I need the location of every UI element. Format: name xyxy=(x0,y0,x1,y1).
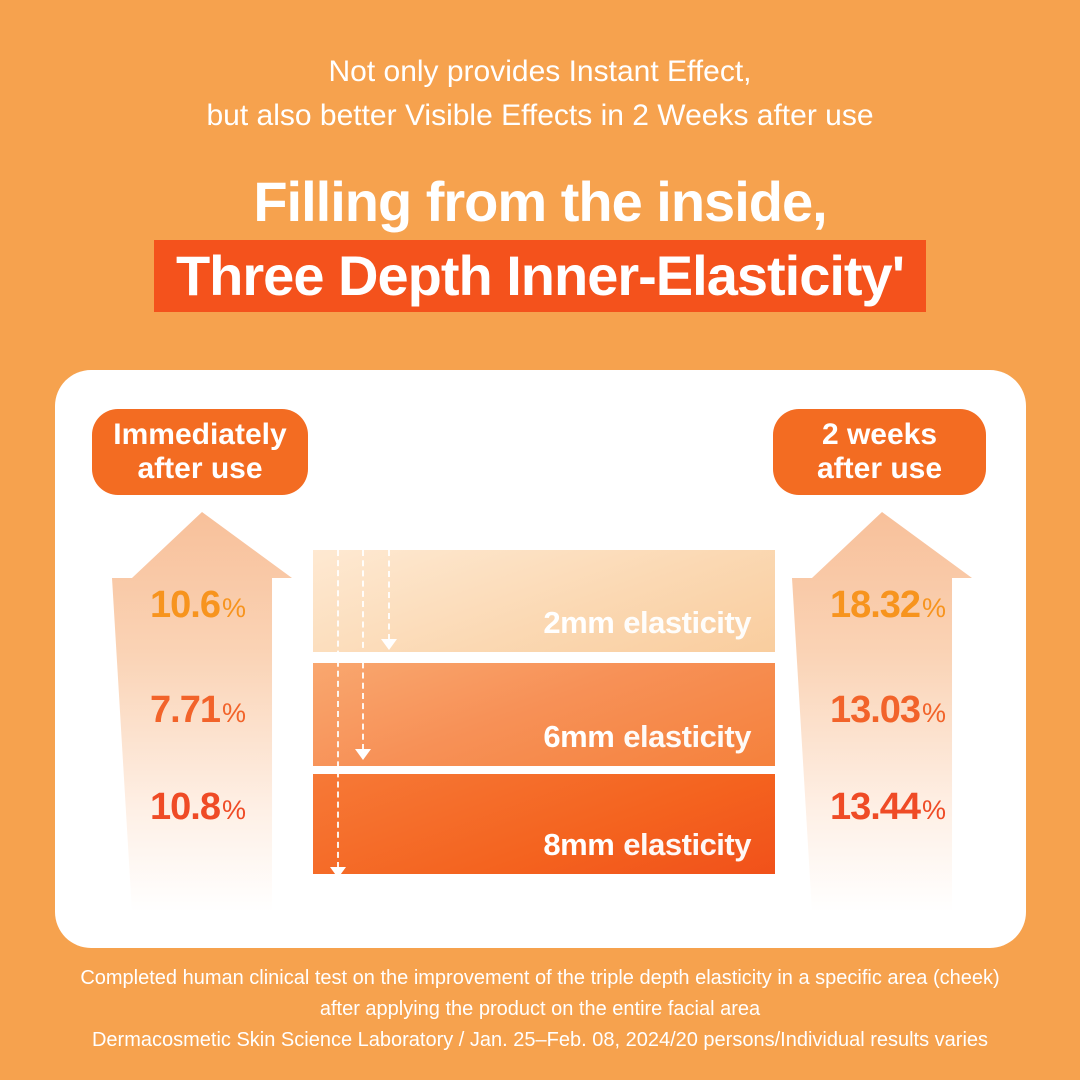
percent-immediate-2mm: 10.6% xyxy=(98,583,298,631)
bar-2mm-label: 2mm elasticity xyxy=(543,606,751,640)
title-line-1: Filling from the inside, xyxy=(253,170,827,233)
bar-8mm-label: 8mm elasticity xyxy=(543,828,751,862)
bar-label-text: elasticity xyxy=(623,827,751,862)
disclaimer-line-1: Completed human clinical test on the imp… xyxy=(80,967,1000,989)
subtitle-line-1: Not only provides Instant Effect, xyxy=(328,55,752,88)
bar-8mm-elasticity: 8mm elasticity xyxy=(313,774,775,874)
bar-6mm-label: 6mm elasticity xyxy=(543,720,751,754)
percent-value: 13.44 xyxy=(829,786,921,828)
bar-label-text: elasticity xyxy=(623,605,751,640)
percent-value: 13.03 xyxy=(829,689,921,731)
percent-unit: % xyxy=(922,593,947,623)
bar-label-text: elasticity xyxy=(623,719,751,754)
badge-right-line-2: after use xyxy=(816,452,943,485)
results-panel: Immediately after use 2 weeks after use … xyxy=(55,370,1026,948)
badge-immediately-after-use: Immediately after use xyxy=(92,409,308,495)
percent-unit: % xyxy=(221,795,246,825)
percent-unit: % xyxy=(221,698,246,728)
bar-depth: 2mm xyxy=(543,605,615,640)
depth-arrow-8mm-icon xyxy=(330,550,346,878)
bar-6mm-elasticity: 6mm elasticity xyxy=(313,663,775,766)
percent-unit: % xyxy=(922,795,947,825)
title-highlight: Three Depth Inner-Elasticity' xyxy=(153,240,927,312)
disclaimer-line-3: Dermacosmetic Skin Science Laboratory / … xyxy=(91,1029,989,1051)
subtitle-line-2: but also better Visible Effects in 2 Wee… xyxy=(206,99,874,132)
percent-value: 10.8 xyxy=(150,786,221,828)
badge-left-line-2: after use xyxy=(137,452,263,485)
depth-arrow-6mm-icon xyxy=(355,550,371,760)
percent-immediate-8mm: 10.8% xyxy=(98,785,298,833)
bar-2mm-elasticity: 2mm elasticity xyxy=(313,550,775,652)
badge-left-line-1: Immediately xyxy=(113,418,287,451)
disclaimer: Completed human clinical test on the imp… xyxy=(0,963,1080,1056)
title-line-2-wrap: Three Depth Inner-Elasticity' xyxy=(0,240,1080,312)
up-arrow-left-icon xyxy=(112,512,292,912)
percent-value: 10.6 xyxy=(150,584,221,626)
percent-2weeks-2mm: 18.32% xyxy=(788,583,988,631)
percent-unit: % xyxy=(922,698,947,728)
percent-unit: % xyxy=(221,593,246,623)
percent-2weeks-8mm: 13.44% xyxy=(788,785,988,833)
badge-2-weeks-after-use: 2 weeks after use xyxy=(773,409,986,495)
main-title: Filling from the inside, Three Depth Inn… xyxy=(0,166,1080,312)
up-arrow-right-icon xyxy=(792,512,972,912)
disclaimer-line-2: after applying the product on the entire… xyxy=(319,998,761,1020)
subtitle: Not only provides Instant Effect, but al… xyxy=(0,50,1080,138)
bar-depth: 6mm xyxy=(543,719,615,754)
percent-immediate-6mm: 7.71% xyxy=(98,688,298,736)
badge-right-line-1: 2 weeks xyxy=(821,418,938,451)
bar-depth: 8mm xyxy=(543,827,615,862)
percent-value: 18.32 xyxy=(829,584,921,626)
percent-2weeks-6mm: 13.03% xyxy=(788,688,988,736)
percent-value: 7.71 xyxy=(150,689,221,731)
depth-arrow-2mm-icon xyxy=(381,550,397,650)
